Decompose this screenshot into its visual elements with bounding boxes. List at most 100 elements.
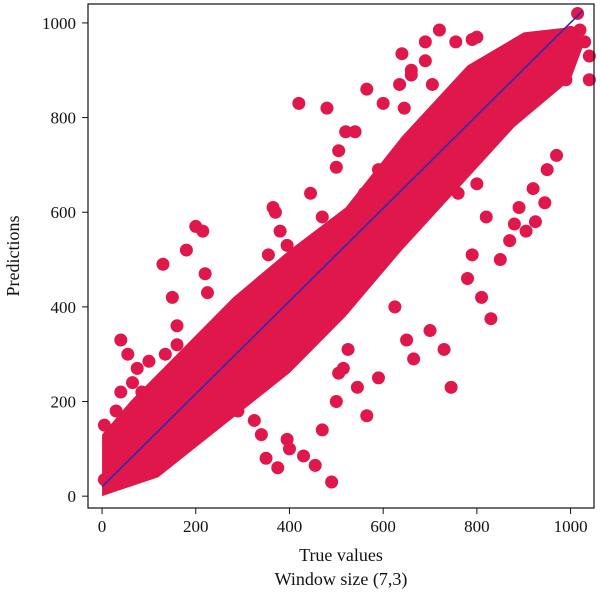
data-point: [231, 404, 245, 418]
data-point: [519, 224, 533, 238]
data-point: [315, 210, 329, 224]
data-point: [332, 144, 346, 158]
y-axis-ticks: 0 200 400 600 800 1000: [42, 14, 88, 506]
data-point: [418, 54, 432, 68]
data-point: [404, 68, 418, 82]
data-point: [364, 215, 378, 229]
data-point: [325, 475, 339, 489]
x-tick-label: 800: [464, 517, 490, 536]
data-point: [432, 115, 446, 129]
data-point: [439, 153, 453, 167]
data-point: [203, 366, 217, 380]
data-point: [444, 380, 458, 394]
data-point: [282, 442, 296, 456]
data-point: [418, 35, 432, 49]
data-point: [301, 253, 315, 267]
data-point: [156, 257, 170, 271]
data-point: [360, 409, 374, 423]
data-point: [367, 200, 381, 214]
data-points: [97, 6, 596, 497]
data-point: [350, 380, 364, 394]
data-point: [573, 23, 587, 37]
data-point: [484, 312, 498, 326]
data-point: [397, 101, 411, 115]
data-point: [423, 324, 437, 338]
data-point: [371, 371, 385, 385]
data-point: [559, 73, 573, 87]
data-point: [386, 177, 400, 191]
data-point: [280, 238, 294, 252]
data-point: [147, 409, 161, 423]
plot-frame: [87, 3, 595, 509]
data-point: [451, 186, 465, 200]
data-point: [341, 342, 355, 356]
data-point: [179, 404, 193, 418]
data-point: [135, 385, 149, 399]
data-point: [126, 376, 140, 390]
data-point: [240, 324, 254, 338]
data-point: [425, 77, 439, 91]
data-point: [376, 96, 390, 110]
data-point: [315, 243, 329, 257]
data-point: [582, 49, 596, 63]
data-point: [179, 243, 193, 257]
data-point: [289, 274, 303, 288]
data-point: [423, 130, 437, 144]
data-point: [334, 227, 348, 241]
data-point: [578, 35, 592, 49]
data-point: [461, 271, 474, 285]
data-point: [158, 347, 172, 361]
data-point: [254, 428, 268, 442]
data-point: [292, 96, 306, 110]
data-point: [526, 182, 540, 196]
data-point: [208, 338, 221, 352]
data-point: [550, 148, 564, 162]
data-point: [259, 451, 273, 465]
data-point: [357, 186, 371, 200]
y-tick-label: 200: [51, 393, 77, 412]
data-point: [212, 352, 226, 366]
chart-subtitle: Window size (7,3): [275, 569, 408, 590]
data-point: [308, 458, 322, 472]
data-point: [97, 418, 111, 432]
y-tick-label: 400: [51, 298, 77, 317]
y-tick-label: 800: [51, 109, 77, 128]
x-tick-label: 1000: [554, 517, 588, 536]
data-point: [229, 319, 243, 333]
data-point: [395, 47, 409, 61]
data-point: [538, 196, 552, 210]
data-point: [245, 302, 259, 316]
data-point: [261, 248, 275, 262]
data-point: [348, 125, 362, 139]
data-point: [123, 432, 137, 446]
data-point: [400, 333, 414, 347]
data-point: [432, 23, 446, 37]
data-point: [456, 158, 470, 172]
data-point: [196, 376, 210, 390]
data-point: [329, 160, 343, 174]
x-axis-ticks: 0 200 400 600 800 1000: [98, 508, 588, 536]
data-point: [393, 77, 407, 91]
data-point: [236, 309, 250, 323]
data-point: [297, 449, 311, 463]
data-point: [371, 163, 385, 177]
data-point: [376, 191, 390, 205]
data-point: [121, 347, 135, 361]
data-point: [325, 234, 339, 248]
data-point: [507, 63, 521, 77]
data-point: [304, 186, 318, 200]
data-point: [219, 376, 233, 390]
data-point: [130, 361, 144, 375]
data-point: [165, 290, 179, 304]
data-point: [247, 413, 261, 427]
data-point: [582, 73, 596, 87]
data-point: [437, 342, 451, 356]
data-point: [414, 139, 428, 153]
reference-line: [101, 10, 583, 488]
data-point: [540, 163, 554, 177]
y-tick-label: 1000: [42, 14, 76, 33]
data-point: [449, 35, 463, 49]
data-point: [170, 319, 184, 333]
y-axis-title: Predictions: [3, 216, 23, 297]
